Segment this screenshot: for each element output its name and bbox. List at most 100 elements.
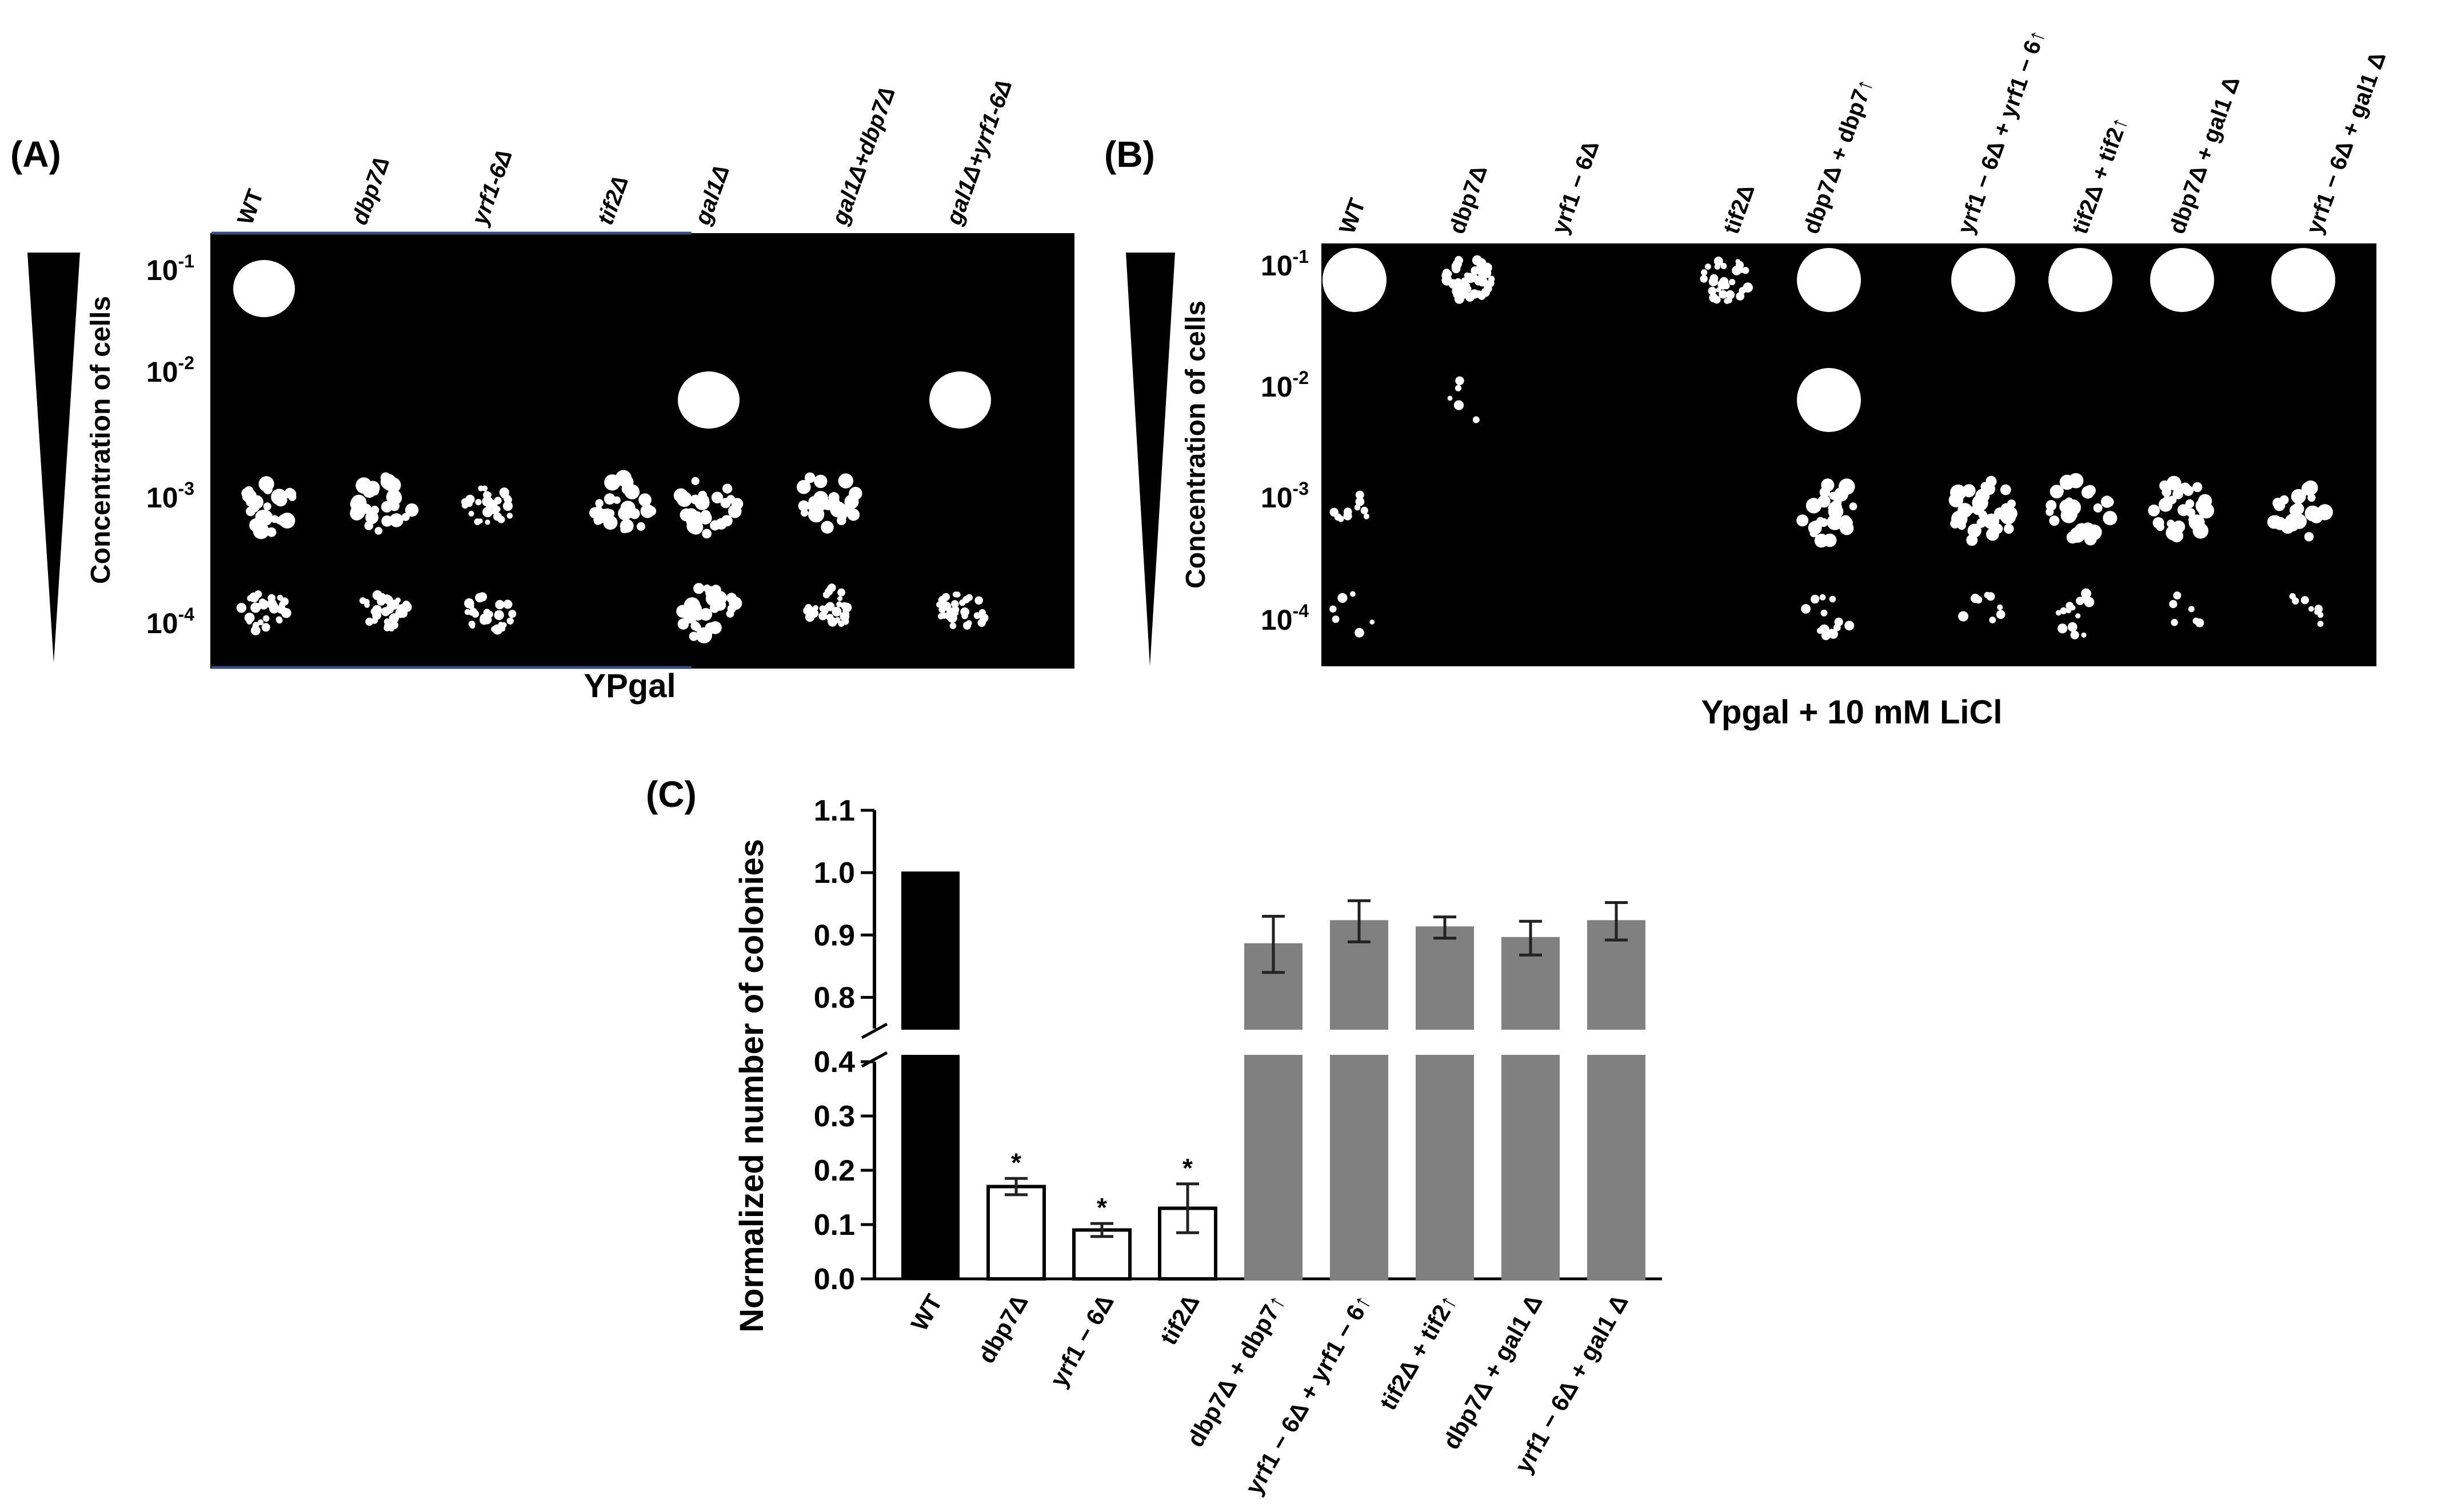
panel-c-label: (C) — [646, 774, 697, 815]
colony-spot — [359, 590, 412, 632]
panel-a-medium-label: YPgal — [584, 667, 676, 705]
colony-spot — [2048, 248, 2112, 312]
colony-spot — [1447, 376, 1480, 423]
colony-spot — [352, 260, 414, 317]
dilution-label: 10-1 — [1261, 246, 1309, 282]
colony-spot — [458, 371, 520, 429]
y-tick-label: 0.3 — [814, 1100, 855, 1133]
colony-spot — [233, 260, 295, 317]
colony-spot — [678, 371, 740, 429]
colony-spot — [1329, 490, 1369, 522]
dilution-base: 10 — [146, 254, 178, 286]
dilution-exponent: -2 — [1293, 367, 1309, 388]
panel-b-spots — [1323, 248, 2335, 641]
bar — [1072, 1228, 1132, 1281]
panel-b: (B) Concentration of cells 10-110-210-31… — [1104, 26, 2391, 731]
colony-spot — [589, 470, 657, 534]
colony-spot — [241, 476, 297, 539]
x-category-label: WT — [905, 1290, 948, 1335]
panel-a-strain-label: tif2Δ — [593, 173, 633, 228]
colony-spot — [1951, 248, 2015, 312]
panel-b-strain-label: tif2Δ + tif2↑ — [2067, 114, 2133, 237]
panel-c: (C) Normalized number of colonies 0.0 0.1… — [646, 774, 1662, 1499]
panel-a-spots — [233, 254, 991, 643]
dilution-exponent: -4 — [178, 604, 195, 625]
colony-spot — [2271, 248, 2335, 312]
y-tick-label: 0.9 — [814, 919, 855, 952]
colony-spot — [591, 371, 653, 429]
panel-b-medium-label: Ypgal + 10 mM LiCl — [1701, 694, 2003, 731]
y-tick-label: 0.8 — [814, 981, 855, 1014]
panel-b-strain-labels: WT dbp7Δ yrf1 − 6Δ tif2Δ dbp7Δ + dbp7↑ yrf1 −… — [1335, 26, 2391, 237]
colony-spot — [929, 477, 991, 534]
bar-lower-segment — [1244, 1055, 1303, 1280]
panel-a-gradient-label: Concentration of cells — [86, 296, 116, 584]
panel-b-strain-label: yrf1 − 6Δ + gal1 Δ — [2302, 49, 2391, 237]
panel-b-strain-label: dbp7Δ + dbp7↑ — [1799, 75, 1878, 237]
colony-spot — [350, 472, 419, 535]
panel-b-strain-label: dbp7Δ — [1444, 162, 1492, 237]
colony-spot — [233, 371, 295, 429]
colony-spot — [352, 371, 414, 429]
dilution-exponent: -1 — [178, 251, 194, 271]
panel-b-strain-label: yrf1 − 6Δ + yrf1 − 6↑ — [1953, 26, 2050, 237]
axis-break-mark — [861, 1051, 888, 1068]
panel-a-strain-label: gal1Δ — [690, 162, 734, 229]
panel-b-label: (B) — [1104, 134, 1155, 175]
colony-spot — [929, 371, 991, 429]
y-tick-label: 0.1 — [814, 1209, 855, 1242]
colony-spot — [798, 254, 860, 311]
chart-y-axis: 0.0 0.1 0.2 0.3 0.4 0.8 0.9 1.0 1.1 — [814, 794, 1662, 1296]
panel-b-gradient-label: Concentration of cells — [1181, 301, 1211, 589]
dilution-label: 10-2 — [146, 353, 194, 388]
dilution-label: 10-4 — [1261, 601, 1309, 636]
dilution-exponent: -3 — [1293, 478, 1309, 499]
colony-spot — [936, 591, 989, 630]
panel-a: (A) Concentration of cells 10-110-210-31… — [10, 77, 1074, 705]
y-tick-label: 0.4 — [814, 1046, 855, 1079]
x-category-label: yrf1 − 6Δ — [1045, 1290, 1119, 1391]
colony-spot — [2055, 588, 2095, 639]
significance-star: * — [1097, 1193, 1107, 1222]
colony-spot — [1796, 478, 1857, 548]
colony-spot — [2148, 475, 2214, 543]
colony-spot — [1951, 368, 2015, 432]
bar-upper-segment — [901, 871, 960, 1030]
panel-a-gradient-wedge — [27, 253, 80, 663]
colony-spot — [1441, 255, 1495, 304]
bar-upper-segment — [1416, 926, 1474, 1030]
dilution-base: 10 — [1261, 482, 1293, 514]
dilution-base: 10 — [146, 482, 178, 514]
dilution-base: 10 — [1261, 604, 1293, 636]
colony-spot — [2169, 591, 2204, 627]
colony-spot — [797, 472, 862, 534]
panel-a-label: (A) — [10, 134, 61, 175]
y-tick-label: 1.1 — [814, 794, 855, 827]
panel-b-gradient-wedge — [1126, 253, 1175, 666]
panel-b-strain-label: tif2Δ — [1719, 181, 1760, 237]
bar-lower-segment — [1416, 1055, 1474, 1280]
panel-a-strain-label: WT — [233, 186, 269, 228]
colony-spot — [458, 260, 520, 317]
dilution-label: 10-1 — [146, 251, 194, 286]
colony-spot — [591, 260, 653, 317]
panel-b-plate — [1321, 243, 2376, 666]
panel-a-strain-label: dbp7Δ — [347, 154, 394, 228]
bar-lower-segment — [901, 1055, 960, 1280]
colony-spot — [1700, 257, 1753, 304]
colony-spot — [1323, 248, 1387, 312]
dilution-base: 10 — [1261, 250, 1293, 282]
significance-star: * — [1011, 1147, 1021, 1177]
x-category-label: tif2Δ — [1154, 1290, 1204, 1349]
bar-upper-segment — [1330, 920, 1388, 1030]
panel-b-strain-label: WT — [1335, 195, 1371, 237]
dilution-label: 10-3 — [1261, 478, 1309, 514]
panel-b-strain-label: dbp7Δ + gal1 Δ — [2164, 73, 2244, 237]
colony-spot — [798, 366, 860, 423]
colony-spot — [591, 584, 653, 641]
colony-spot — [1948, 475, 2017, 546]
panel-b-dilution-labels: 10-110-210-310-4 — [1261, 246, 1309, 636]
x-category-label: dbp7Δ — [973, 1290, 1033, 1368]
dilution-label: 10-3 — [146, 478, 194, 514]
